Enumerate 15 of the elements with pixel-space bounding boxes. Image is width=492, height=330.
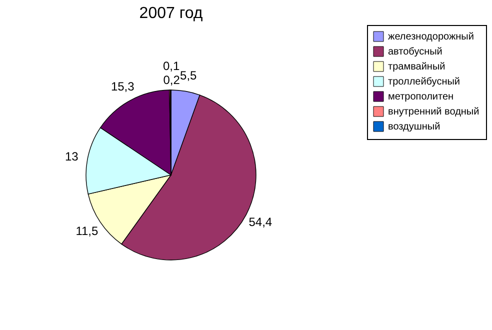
chart-title: 2007 год xyxy=(139,5,204,22)
data-label: 5,5 xyxy=(180,68,198,83)
data-label: 0,1 xyxy=(163,59,180,73)
legend-label: автобусный xyxy=(388,46,442,58)
legend-label: метрополитен xyxy=(388,92,454,102)
data-label: 11,5 xyxy=(76,224,98,238)
legend-label: внутренний водный xyxy=(388,106,480,118)
data-label: 15,3 xyxy=(110,79,135,94)
data-label: 54,4 xyxy=(248,214,272,229)
data-label: 13 xyxy=(64,150,79,164)
legend-label: троллейбусный xyxy=(388,76,460,88)
legend-label: трамвайный xyxy=(388,62,446,72)
data-label: 0,2 xyxy=(163,73,180,87)
legend-label: воздушный xyxy=(388,122,440,132)
legend-label: железнодорожный xyxy=(388,32,474,42)
